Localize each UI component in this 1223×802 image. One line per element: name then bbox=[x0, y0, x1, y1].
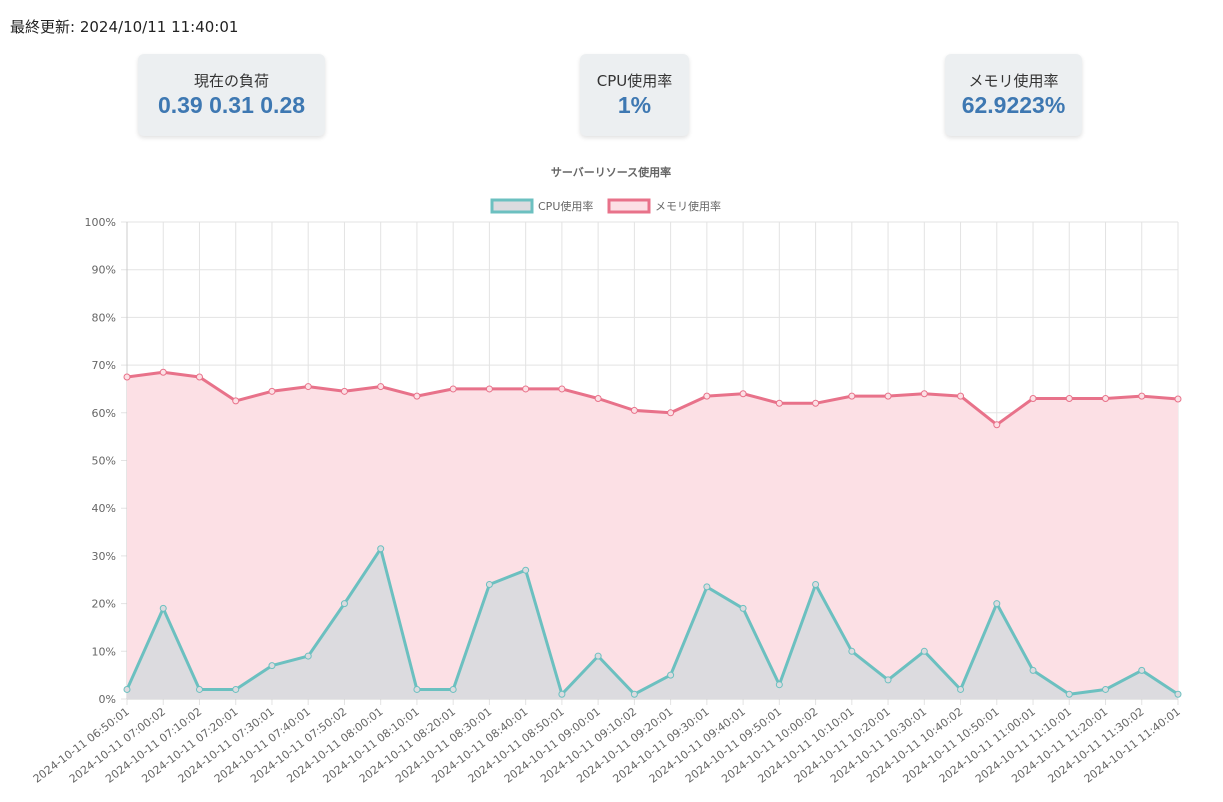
cpu-point bbox=[1102, 685, 1110, 693]
memory-point bbox=[594, 394, 602, 402]
y-tick-label: 0% bbox=[99, 693, 116, 706]
cpu-point bbox=[739, 604, 747, 612]
cpu-label: CPU使用率 bbox=[596, 72, 673, 90]
memory-label: メモリ使用率 bbox=[968, 72, 1059, 90]
y-tick-label: 30% bbox=[92, 550, 116, 563]
memory-point bbox=[848, 392, 856, 400]
cpu-point bbox=[630, 690, 638, 698]
memory-point bbox=[159, 368, 167, 376]
cpu-point bbox=[522, 566, 530, 574]
last-updated-value: 2024/10/11 11:40:01 bbox=[79, 18, 239, 36]
cpu-legend-swatch bbox=[490, 198, 534, 214]
cpu-point bbox=[232, 685, 240, 693]
memory-point bbox=[775, 399, 783, 407]
memory-point bbox=[195, 373, 203, 381]
cpu-point bbox=[667, 671, 675, 679]
y-tick-label: 90% bbox=[92, 264, 116, 277]
chart-points bbox=[123, 368, 1182, 698]
cpu-legend-label: CPU使用率 bbox=[538, 199, 593, 213]
memory-point bbox=[1029, 394, 1037, 402]
memory-value: 62.9223% bbox=[961, 92, 1066, 118]
y-tick-label: 20% bbox=[92, 598, 116, 611]
cpu-point bbox=[304, 652, 312, 660]
cpu-point bbox=[920, 647, 928, 655]
cpu-point bbox=[1174, 690, 1182, 698]
memory-point bbox=[304, 383, 312, 391]
y-tick-label: 100% bbox=[85, 216, 116, 229]
chart-legend: CPU使用率 メモリ使用率 bbox=[490, 198, 721, 214]
cpu-point bbox=[377, 545, 385, 553]
memory-point bbox=[957, 392, 965, 400]
memory-point bbox=[920, 390, 928, 398]
memory-legend-label: メモリ使用率 bbox=[655, 199, 721, 213]
memory-point bbox=[522, 385, 530, 393]
y-tick-label: 60% bbox=[92, 407, 116, 420]
cpu-point bbox=[1029, 666, 1037, 674]
cpu-point bbox=[449, 685, 457, 693]
chart-lines bbox=[125, 370, 1179, 696]
memory-point bbox=[667, 409, 675, 417]
memory-card: メモリ使用率 62.9223% bbox=[945, 54, 1082, 136]
memory-point bbox=[449, 385, 457, 393]
cpu-point bbox=[340, 600, 348, 608]
memory-point bbox=[630, 406, 638, 414]
cpu-point bbox=[268, 662, 276, 670]
memory-point bbox=[558, 385, 566, 393]
cpu-point bbox=[485, 581, 493, 589]
load-label: 現在の負荷 bbox=[193, 72, 269, 90]
last-updated-label: 最終更新: bbox=[10, 18, 76, 36]
load-value: 0.39 0.31 0.28 bbox=[157, 92, 306, 118]
cpu-point bbox=[195, 685, 203, 693]
memory-legend-swatch bbox=[607, 198, 651, 214]
cpu-line bbox=[125, 547, 1179, 696]
cpu-point bbox=[812, 581, 820, 589]
cpu-point bbox=[993, 600, 1001, 608]
resource-usage-chart: サーバーリソース使用率 CPU使用率 メモリ使用率 0% 10% 20% 30% 40% 5… bbox=[31, 165, 1183, 786]
cpu-point bbox=[848, 647, 856, 655]
memory-line bbox=[126, 370, 1179, 427]
y-tick-label: 50% bbox=[92, 455, 116, 468]
chart-title: サーバーリソース使用率 bbox=[551, 165, 671, 179]
memory-point bbox=[377, 383, 385, 391]
cpu-point bbox=[123, 685, 131, 693]
memory-point bbox=[413, 392, 421, 400]
y-tick-label: 80% bbox=[92, 311, 116, 324]
cpu-point bbox=[775, 681, 783, 689]
y-tick-label: 10% bbox=[92, 645, 116, 658]
memory-point bbox=[232, 397, 240, 405]
load-card: 現在の負荷 0.39 0.31 0.28 bbox=[138, 54, 325, 136]
cpu-point bbox=[1138, 666, 1146, 674]
y-tick-label: 40% bbox=[92, 502, 116, 515]
cpu-card: CPU使用率 1% bbox=[580, 54, 689, 136]
cpu-point bbox=[594, 652, 602, 660]
memory-point bbox=[1138, 392, 1146, 400]
memory-point bbox=[884, 392, 892, 400]
memory-point bbox=[1065, 394, 1073, 402]
memory-point bbox=[340, 387, 348, 395]
cpu-point bbox=[957, 685, 965, 693]
cpu-point bbox=[558, 690, 566, 698]
memory-point bbox=[268, 387, 276, 395]
memory-point bbox=[993, 421, 1001, 429]
memory-point bbox=[1174, 395, 1182, 403]
y-axis-ticks: 0% 10% 20% 30% 40% 50% 60% 70% 80% 90% 100% bbox=[85, 216, 116, 706]
memory-point bbox=[703, 392, 711, 400]
cpu-point bbox=[159, 604, 167, 612]
cpu-point bbox=[1065, 690, 1073, 698]
memory-point bbox=[739, 390, 747, 398]
memory-point bbox=[485, 385, 493, 393]
memory-point bbox=[812, 399, 820, 407]
memory-point bbox=[123, 373, 131, 381]
cpu-value: 1% bbox=[617, 92, 652, 118]
cpu-point bbox=[703, 583, 711, 591]
cpu-point bbox=[413, 685, 421, 693]
cpu-point bbox=[884, 676, 892, 684]
memory-point bbox=[1102, 394, 1110, 402]
y-tick-label: 70% bbox=[92, 359, 116, 372]
last-updated: 最終更新: 2024/10/11 11:40:01 bbox=[10, 16, 238, 37]
